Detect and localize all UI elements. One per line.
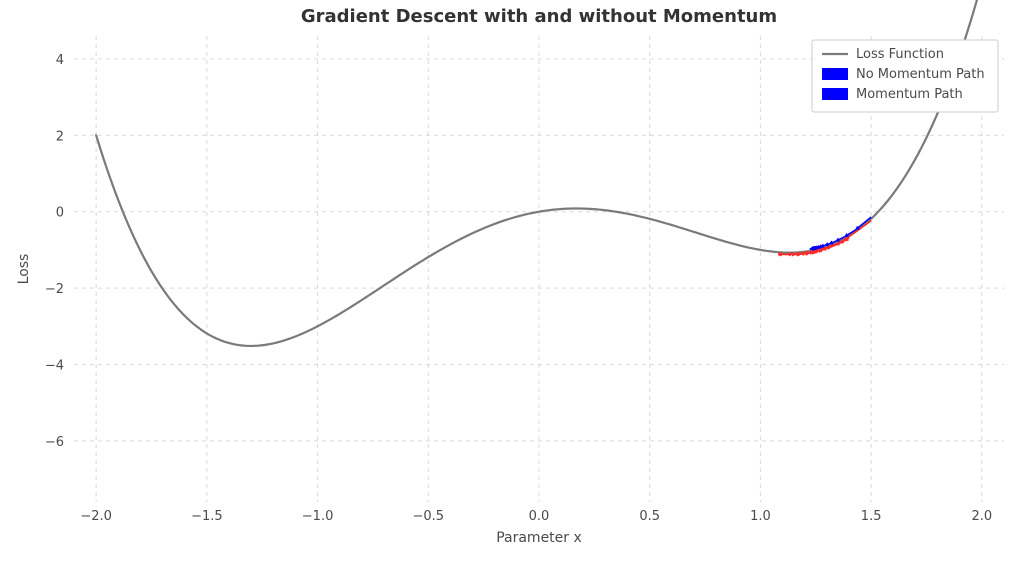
svg-text:Loss Function: Loss Function [856, 47, 944, 62]
gradient-descent-chart: −2.0 −1.5 −1.0 −0.5 0.0 0.5 1.0 1.5 2.0 −6 −4 −2 0 2… [0, 0, 1024, 563]
y-tick-labels: −6 −4 −2 0 2 4 [45, 53, 64, 450]
legend: Loss Function No Momentum Path Momentum Pa… [812, 40, 998, 112]
svg-text:4: 4 [56, 53, 64, 68]
svg-text:−4: −4 [45, 358, 64, 373]
chart-title: Gradient Descent with and without Moment… [301, 6, 777, 27]
x-tick-labels: −2.0 −1.5 −1.0 −0.5 0.0 0.5 1.0 1.5 2.0 [80, 509, 992, 524]
descent-paths [778, 217, 871, 256]
svg-text:−2.0: −2.0 [80, 509, 112, 524]
svg-text:1.5: 1.5 [861, 509, 882, 524]
svg-text:−1.5: −1.5 [191, 509, 223, 524]
svg-text:−6: −6 [45, 435, 64, 450]
svg-text:1.0: 1.0 [750, 509, 771, 524]
svg-text:−0.5: −0.5 [412, 509, 444, 524]
svg-text:2.0: 2.0 [972, 509, 993, 524]
y-axis-label: Loss [16, 254, 32, 285]
svg-text:0.0: 0.0 [529, 509, 550, 524]
svg-text:Momentum Path: Momentum Path [856, 87, 963, 102]
svg-text:No Momentum Path: No Momentum Path [856, 67, 985, 82]
svg-text:0: 0 [56, 206, 64, 221]
svg-text:0.5: 0.5 [639, 509, 660, 524]
svg-text:−1.0: −1.0 [302, 509, 334, 524]
x-axis-label: Parameter x [496, 530, 582, 546]
svg-text:2: 2 [56, 129, 64, 144]
svg-text:−2: −2 [45, 282, 64, 297]
